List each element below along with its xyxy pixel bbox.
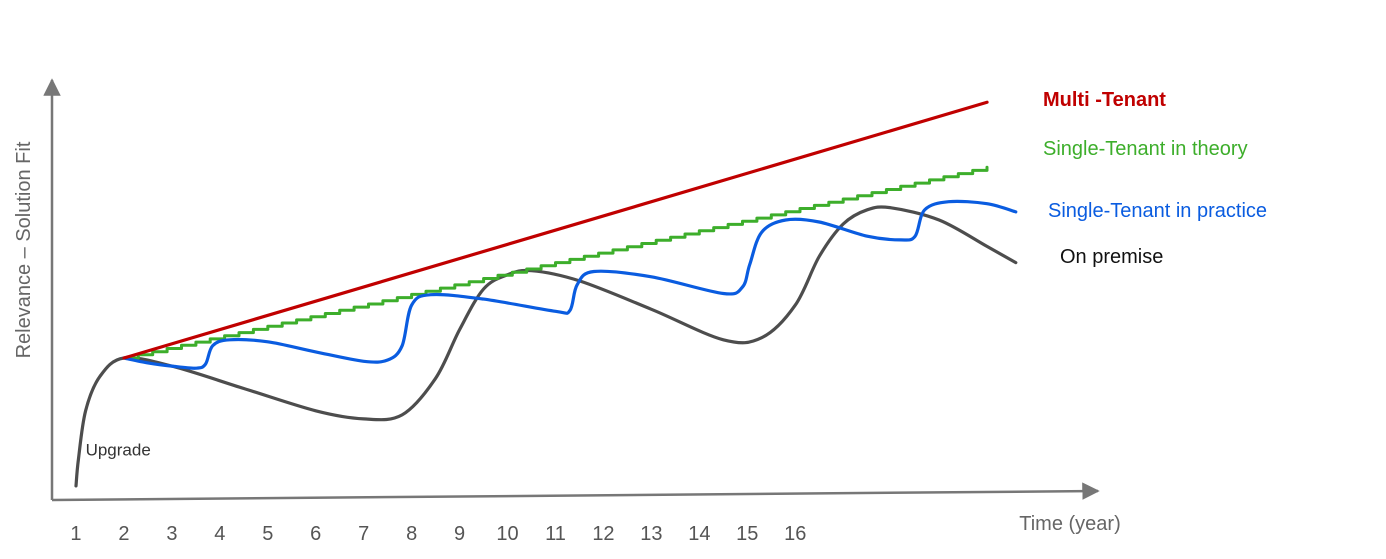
x-tick-label: 6 xyxy=(310,523,321,545)
x-tick-label: 8 xyxy=(406,523,417,545)
x-tick-label: 2 xyxy=(118,523,129,545)
x-axis-title: Time (year) xyxy=(1019,513,1120,535)
legend-label-multi-tenant: Multi -Tenant xyxy=(1043,89,1166,111)
legend-label-on-premise: On premise xyxy=(1060,246,1163,268)
x-tick-label: 4 xyxy=(214,523,225,545)
legend: Multi -Tenant Single-Tenant in theory Sing… xyxy=(1043,89,1267,268)
x-tick-labels: 1 2 3 4 5 6 7 8 9 10 11 12 13 14 15 16 xyxy=(70,523,806,545)
legend-label-single-tenant-in-practice: Single-Tenant in practice xyxy=(1048,200,1267,222)
x-tick-label: 14 xyxy=(688,523,710,545)
annotations: Upgrade xyxy=(86,440,151,459)
series-line-on-premise xyxy=(74,205,1018,488)
series-line-single-tenant-in-theory xyxy=(122,165,989,360)
y-axis-title: Relevance – Solution Fit xyxy=(13,141,35,358)
x-tick-label: 15 xyxy=(736,523,758,545)
x-tick-label: 5 xyxy=(262,523,273,545)
x-tick-label: 11 xyxy=(545,523,566,545)
x-tick-label: 16 xyxy=(784,523,806,545)
series-line-multi-tenant xyxy=(122,100,989,360)
x-axis-line xyxy=(51,482,1100,502)
x-tick-label: 1 xyxy=(70,523,81,545)
x-tick-label: 13 xyxy=(640,523,662,545)
axes xyxy=(43,78,1100,502)
x-tick-label: 10 xyxy=(496,523,518,545)
x-tick-label: 9 xyxy=(454,523,465,545)
x-tick-label: 3 xyxy=(166,523,177,545)
x-tick-label: 7 xyxy=(358,523,369,545)
series-layer xyxy=(74,100,1018,488)
annotation-upgrade: Upgrade xyxy=(86,440,151,459)
series-line-single-tenant-in-practice xyxy=(122,199,1018,370)
legend-label-single-tenant-in-theory: Single-Tenant in theory xyxy=(1043,138,1248,160)
x-tick-label: 12 xyxy=(592,523,614,545)
